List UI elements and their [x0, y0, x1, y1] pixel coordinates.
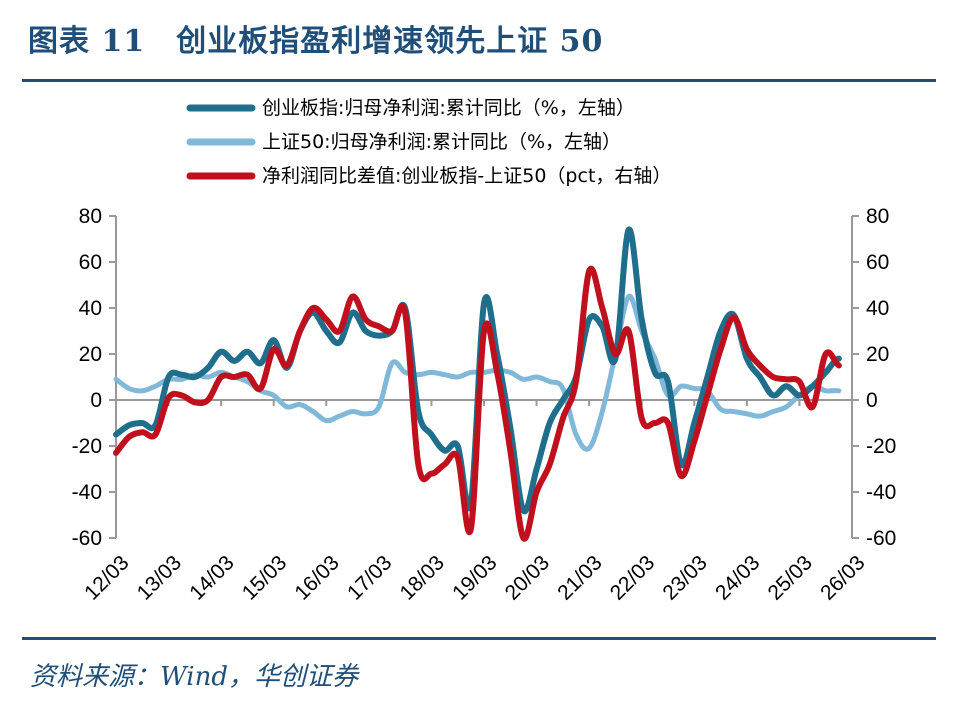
right-tick-label: -40 — [866, 481, 896, 504]
right-tick-label: 0 — [866, 389, 878, 412]
plot-area — [113, 226, 842, 542]
left-tick-label: 40 — [79, 297, 102, 320]
source-note: 资料来源：Wind，华创证券 — [30, 662, 358, 692]
legend-label-1: 创业板指:归母净利润:累计同比（%，左轴） — [262, 97, 635, 119]
right-tick-label: 40 — [866, 297, 889, 320]
left-tick-label: -40 — [72, 481, 102, 504]
x-tick-label: 20/03 — [501, 551, 554, 604]
x-tick-label: 12/03 — [80, 551, 133, 604]
legend-label-2: 上证50:归母净利润:累计同比（%，左轴） — [262, 131, 621, 153]
left-tick-label: 60 — [79, 251, 102, 274]
x-tick-label: 13/03 — [133, 551, 186, 604]
left-tick-label: 20 — [79, 343, 102, 366]
x-tick-label: 26/03 — [816, 551, 869, 604]
x-tick-label: 21/03 — [553, 551, 606, 604]
right-tick-label: -60 — [866, 527, 896, 550]
x-tick-label: 16/03 — [290, 551, 343, 604]
legend: 创业板指:归母净利润:累计同比（%，左轴） 上证50:归母净利润:累计同比（%，左… — [186, 97, 671, 187]
legend-label-3: 净利润同比差值:创业板指-上证50（pct，右轴） — [262, 165, 671, 187]
top-rule — [22, 79, 936, 82]
series-line-1 — [113, 226, 842, 515]
x-tick-label: 23/03 — [658, 551, 711, 604]
x-tick-label: 25/03 — [764, 551, 817, 604]
left-tick-label: -60 — [72, 527, 102, 550]
right-tick-label: 60 — [866, 251, 889, 274]
bottom-rule — [22, 637, 936, 640]
x-tick-label: 24/03 — [711, 551, 764, 604]
left-tick-label: 0 — [90, 389, 102, 412]
right-tick-label: 20 — [866, 343, 889, 366]
left-tick-label: 80 — [79, 205, 102, 228]
x-tick-label: 15/03 — [238, 551, 291, 604]
x-tick-label: 22/03 — [606, 551, 659, 604]
x-tick-label: 18/03 — [396, 551, 449, 604]
x-tick-label: 19/03 — [448, 551, 501, 604]
x-tick-label: 14/03 — [185, 551, 238, 604]
right-tick-label: -20 — [866, 435, 896, 458]
left-tick-label: -20 — [72, 435, 102, 458]
figure-title: 图表 11 创业板指盈利增速领先上证 50 — [28, 24, 604, 59]
right-tick-label: 80 — [866, 205, 889, 228]
x-tick-label: 17/03 — [343, 551, 396, 604]
series-line-3 — [113, 265, 842, 542]
